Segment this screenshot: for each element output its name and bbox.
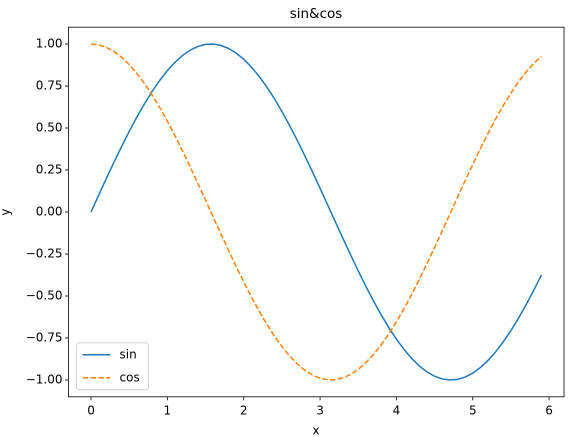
y-tick-label: 0.00 bbox=[36, 205, 63, 219]
y-tick-label: 0.25 bbox=[36, 163, 63, 177]
x-tick-label: 1 bbox=[164, 403, 172, 417]
legend-label: cos bbox=[120, 370, 140, 384]
chart-title: sin&cos bbox=[290, 6, 343, 22]
x-axis-label: x bbox=[312, 424, 319, 437]
axes-frame bbox=[68, 26, 565, 398]
x-tick-label: 5 bbox=[469, 403, 477, 417]
y-tick-label: −0.25 bbox=[26, 247, 63, 261]
y-axis-label: y bbox=[0, 208, 13, 215]
x-tick-label: 0 bbox=[87, 403, 95, 417]
x-tick-label: 6 bbox=[545, 403, 553, 417]
x-tick-label: 4 bbox=[393, 403, 401, 417]
y-tick-label: −0.50 bbox=[26, 289, 63, 303]
line-series bbox=[90, 43, 543, 381]
x-tick-label: 3 bbox=[316, 403, 324, 417]
y-tick-label: 0.75 bbox=[36, 79, 63, 93]
x-tick-label: 2 bbox=[240, 403, 248, 417]
y-tick-label: 1.00 bbox=[36, 37, 63, 51]
legend-label: sin bbox=[120, 347, 137, 361]
y-tick-label: −0.75 bbox=[26, 331, 63, 345]
line-series bbox=[90, 43, 542, 381]
y-tick-label: 0.50 bbox=[36, 121, 63, 135]
y-tick-label: −1.00 bbox=[26, 373, 63, 387]
